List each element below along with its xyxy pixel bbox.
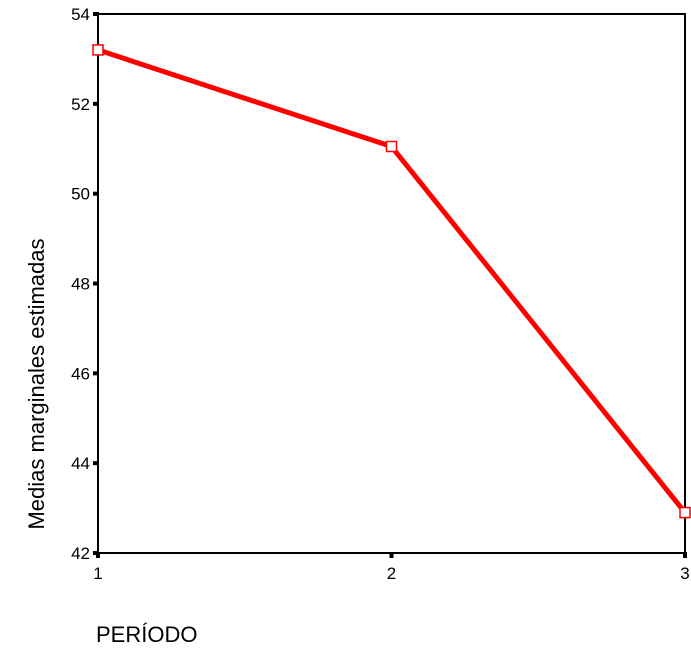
y-tick-label: 50 (71, 185, 90, 204)
x-axis-title: PERÍODO (96, 622, 197, 647)
y-axis-title: Medias marginales estimadas (24, 238, 49, 529)
y-tick-label: 44 (71, 454, 90, 473)
y-tick-mark (93, 12, 99, 16)
x-tick-mark (96, 552, 100, 558)
series-group (92, 44, 691, 519)
data-point-marker (92, 44, 104, 56)
y-axis-ticks: 42 44 46 48 50 52 54 (71, 5, 99, 563)
x-tick-label: 1 (93, 564, 102, 583)
y-tick-mark (93, 191, 99, 196)
data-point-marker (385, 140, 398, 153)
x-axis-ticks: 1 2 3 (93, 552, 690, 583)
y-tick-label: 42 (71, 544, 90, 563)
x-tick-label: 3 (680, 564, 689, 583)
y-tick-label: 48 (71, 275, 90, 294)
y-tick-mark (93, 461, 99, 466)
data-point-marker (679, 506, 691, 519)
y-tick-label: 54 (71, 5, 90, 24)
x-tick-label: 2 (387, 564, 396, 583)
series-line (97, 47, 687, 515)
y-tick-label: 52 (71, 95, 90, 114)
y-tick-mark (93, 101, 99, 106)
x-tick-mark (389, 552, 394, 558)
plot-frame (97, 13, 686, 554)
y-tick-mark (93, 371, 99, 376)
y-tick-mark (93, 281, 99, 286)
x-tick-mark (683, 552, 687, 558)
y-tick-label: 46 (71, 364, 90, 383)
